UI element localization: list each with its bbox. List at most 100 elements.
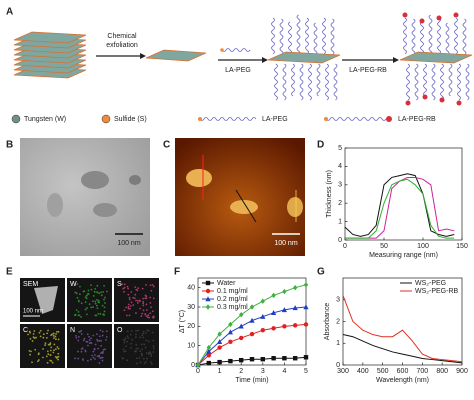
eds-label: C xyxy=(23,327,28,334)
eds-dot xyxy=(77,357,80,360)
marker xyxy=(217,331,222,337)
eds-dot xyxy=(51,361,54,364)
legend-marker xyxy=(205,304,211,310)
eds-dot xyxy=(75,334,77,337)
peg-chain xyxy=(406,63,410,101)
series-line xyxy=(345,176,455,239)
x-tick-label: 50 xyxy=(380,243,388,250)
eds-dot xyxy=(125,306,128,309)
panel-label: A xyxy=(6,7,13,18)
peg-chain xyxy=(288,21,292,55)
eds-dot xyxy=(45,336,48,339)
x-tick-label: 600 xyxy=(397,368,409,375)
eds-dot xyxy=(76,296,79,299)
eds-dot xyxy=(105,290,108,293)
rb-dye xyxy=(386,116,392,122)
eds-dot xyxy=(149,296,152,299)
marker xyxy=(282,356,287,361)
eds-dot xyxy=(42,333,45,336)
eds-dot xyxy=(126,335,129,338)
x-tick-label: 0 xyxy=(196,368,200,375)
eds-dot xyxy=(98,355,101,358)
eds-dot xyxy=(141,348,144,351)
marker xyxy=(260,313,266,319)
eds-dot xyxy=(135,357,138,360)
eds-dot xyxy=(129,346,132,349)
peg-chain xyxy=(423,63,427,97)
y-tick-label: 2 xyxy=(336,318,340,325)
eds-dot xyxy=(102,348,105,351)
eds-dot xyxy=(36,360,39,363)
marker xyxy=(271,356,276,361)
eds-dot xyxy=(38,331,41,334)
eds-dot xyxy=(141,287,144,290)
eds-dot xyxy=(126,330,129,333)
marker xyxy=(303,355,309,360)
marker xyxy=(195,362,201,368)
peg-chain xyxy=(296,14,301,56)
eds-dot xyxy=(137,287,140,290)
eds-dot xyxy=(35,336,37,339)
eds-dot xyxy=(46,332,49,335)
marker xyxy=(238,323,244,329)
eds-dot xyxy=(55,348,57,351)
eds-dot xyxy=(87,289,90,292)
series-line xyxy=(197,284,307,366)
eds-dot xyxy=(140,343,143,346)
eds-dot xyxy=(94,314,97,317)
scale-label: 100 nm xyxy=(23,309,43,315)
marker xyxy=(260,298,265,304)
panel-label: D xyxy=(317,140,324,151)
x-tick-label: 1 xyxy=(218,368,222,375)
x-tick-label: 150 xyxy=(456,243,468,250)
peg-chain xyxy=(440,63,444,101)
eds-dot xyxy=(139,336,142,339)
eds-dot xyxy=(143,362,146,365)
x-axis-label: Wavelength (nm) xyxy=(376,377,429,384)
eds-dot xyxy=(77,339,80,342)
peg-chain xyxy=(325,117,387,121)
eds-dot xyxy=(57,347,60,350)
peg-chain xyxy=(279,18,284,56)
x-tick-label: 3 xyxy=(261,368,265,375)
marker xyxy=(303,282,309,288)
peg-chain xyxy=(403,17,407,55)
eds-dot xyxy=(122,338,125,341)
x-tick-label: 4 xyxy=(282,368,286,375)
eds-dot xyxy=(135,288,138,291)
eds-dot xyxy=(47,329,49,332)
eds-dot xyxy=(52,351,55,354)
eds-dot xyxy=(90,288,93,291)
eds-dot xyxy=(137,329,140,332)
eds-dot xyxy=(80,329,83,332)
eds-dot xyxy=(135,343,138,346)
x-tick-label: 400 xyxy=(357,368,369,375)
peg-chain xyxy=(445,22,450,56)
eds-dot xyxy=(123,283,126,286)
eds-dot xyxy=(135,347,138,350)
profile-line xyxy=(235,189,257,223)
eds-dot xyxy=(77,310,80,313)
eds-dot xyxy=(46,350,49,353)
peg-chain xyxy=(457,63,461,101)
eds-dot xyxy=(57,352,60,355)
legend-label: 0.2 mg/ml xyxy=(217,296,248,303)
eds-dot xyxy=(85,297,88,300)
x-tick-label: 5 xyxy=(304,368,308,375)
eds-dot xyxy=(98,362,101,364)
anchor xyxy=(220,48,224,52)
peg-chain xyxy=(291,63,295,97)
peg-chain xyxy=(454,17,458,55)
eds-dot xyxy=(103,306,106,309)
eds-dot xyxy=(90,284,92,287)
eds-dot xyxy=(77,335,80,338)
eds-dot xyxy=(96,307,99,310)
eds-dot xyxy=(130,291,133,293)
eds-dot xyxy=(79,330,81,333)
eds-dot xyxy=(100,294,103,297)
eds-dot xyxy=(50,346,53,349)
legend-label: LA-PEG-RB xyxy=(398,116,436,123)
eds-dot xyxy=(142,302,145,305)
eds-dot xyxy=(144,346,147,349)
